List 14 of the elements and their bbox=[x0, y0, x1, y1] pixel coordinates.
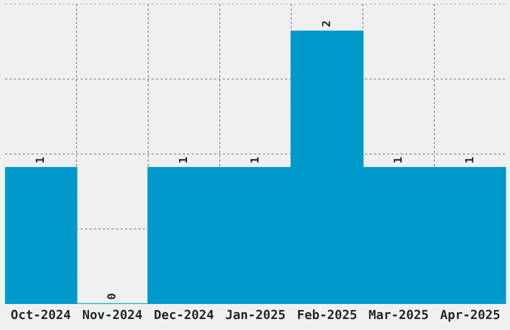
data-label: 0 bbox=[107, 294, 116, 300]
x-tick-label: Jan-2025 bbox=[226, 310, 285, 320]
data-label: 1 bbox=[394, 157, 402, 162]
data-label: 2 bbox=[322, 21, 330, 26]
data-label: 1 bbox=[178, 157, 187, 162]
x-tick-label: Mar-2025 bbox=[369, 310, 428, 320]
x-tick-label: Feb-2025 bbox=[298, 310, 356, 320]
x-tick-label: Dec-2024 bbox=[154, 310, 214, 320]
x-tick-label: Nov-2024 bbox=[82, 310, 142, 320]
data-label: 1 bbox=[465, 157, 474, 162]
data-label: 1 bbox=[250, 157, 259, 162]
x-tick-label: Apr-2025 bbox=[440, 310, 500, 322]
data-label: 1 bbox=[36, 157, 44, 162]
x-tick-label: Oct-2024 bbox=[11, 310, 70, 320]
